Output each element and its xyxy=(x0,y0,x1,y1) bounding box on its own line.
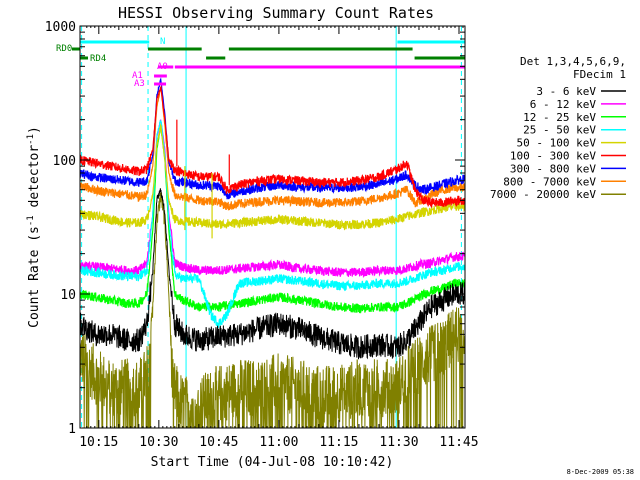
x-tick-label: 11:00 xyxy=(259,435,298,450)
series-line xyxy=(80,86,465,212)
plot-content xyxy=(80,26,465,428)
y-axis-label-sup1: -1 xyxy=(26,215,36,226)
x-axis-label: Start Time (04-Jul-08 10:10:42) xyxy=(151,455,394,470)
x-tick-label: 10:30 xyxy=(139,435,178,450)
y-axis: 1 10 100 1000 xyxy=(45,20,465,437)
y-axis-label-sup2: -1 xyxy=(26,134,36,145)
y-tick-label: 100 xyxy=(53,154,76,169)
y-tick-label: 1 xyxy=(68,422,76,437)
y-axis-label: Count Rate (s-1 detector-1) xyxy=(26,126,42,328)
legend-label: 25 - 50 keV xyxy=(523,124,596,137)
legend-label: 6 - 12 keV xyxy=(530,98,597,111)
state-label-a0: A0 xyxy=(157,62,168,72)
legend-label: 100 - 300 keV xyxy=(510,150,596,163)
series-line xyxy=(80,77,465,200)
state-label-a3: A3 xyxy=(134,79,145,89)
series-line xyxy=(80,119,465,279)
legend-label: 12 - 25 keV xyxy=(523,111,596,124)
legend-label: 300 - 800 keV xyxy=(510,162,596,175)
x-tick-label: 11:15 xyxy=(319,435,358,450)
chart-title: HESSI Observing Summary Count Rates xyxy=(118,4,434,22)
x-tick-label: 10:15 xyxy=(79,435,118,450)
legend-label: 50 - 100 keV xyxy=(517,137,597,150)
series-line xyxy=(80,85,465,208)
x-tick-label: 11:45 xyxy=(439,435,478,450)
series-line xyxy=(80,188,465,360)
legend-header-2: FDecim 1 xyxy=(573,68,626,81)
y-axis-label-mid: detector xyxy=(27,145,42,216)
series-line xyxy=(80,124,465,314)
y-axis-label-main: Count Rate (s xyxy=(27,226,42,328)
state-label-n: N xyxy=(160,37,165,47)
legend-label: 800 - 7000 keV xyxy=(503,175,596,188)
state-label-a1: A1 xyxy=(132,71,143,81)
x-axis: 10:15 10:30 10:45 11:00 11:15 11:30 11:45 xyxy=(79,26,479,450)
x-tick-label: 10:45 xyxy=(199,435,238,450)
plot-frame xyxy=(79,25,466,429)
state-label-rd0: RD0 xyxy=(56,44,72,54)
date-stamp: 8-Dec-2009 05:38 xyxy=(567,468,634,476)
y-axis-label-end: ) xyxy=(27,126,42,134)
state-label-rd4: RD4 xyxy=(90,54,106,64)
series-line xyxy=(80,123,465,231)
legend-label: 3 - 6 keV xyxy=(536,85,596,98)
series-line xyxy=(80,119,465,329)
series-line xyxy=(80,192,465,428)
legend-label: 7000 - 20000 keV xyxy=(490,188,596,201)
legend-header-1: Det 1,3,4,5,6,9, xyxy=(520,55,626,68)
y-tick-label: 1000 xyxy=(45,20,76,35)
x-tick-label: 11:30 xyxy=(379,435,418,450)
y-tick-label: 10 xyxy=(60,288,76,303)
